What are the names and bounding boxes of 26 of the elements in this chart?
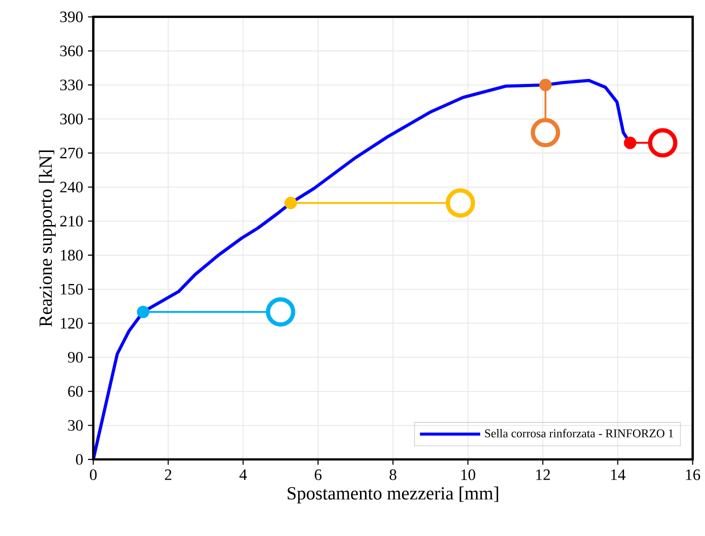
x-axis-title: Spostamento mezzeria [mm] — [288, 486, 498, 504]
x-tick-label: 12 — [536, 469, 550, 480]
x-tick-label: 4 — [239, 469, 247, 480]
y-tick-label: 240 — [60, 182, 83, 193]
y-tick-label: 180 — [60, 250, 83, 261]
y-tick-label: 360 — [60, 46, 83, 56]
y-tick-label: 300 — [60, 114, 83, 124]
y-tick-label: 90 — [68, 352, 83, 363]
x-tick-label: 6 — [314, 469, 322, 480]
text: Sella corrosa rinforzata - RINFORZO 1 — [485, 428, 674, 438]
y-tick-label: 60 — [68, 386, 83, 397]
x-tick-label: 8 — [390, 469, 396, 480]
y-tick-label: 0 — [76, 454, 83, 465]
x-tick-label: 10 — [461, 469, 476, 480]
y-tick-label: 150 — [60, 284, 83, 295]
y-tick-label: 270 — [60, 148, 83, 158]
y-tick-label: 390 — [60, 12, 83, 22]
y-tick-label: 330 — [60, 80, 83, 90]
x-tick-label: 2 — [164, 469, 172, 480]
x-tick-label: 16 — [686, 469, 700, 480]
y-tick-label: 210 — [60, 216, 83, 227]
x-tick-label: 0 — [90, 469, 97, 480]
y-tick-label: 120 — [60, 318, 83, 329]
y-tick-label: 30 — [68, 420, 83, 431]
y-axis-title: Reazione supporto [kN] — [38, 150, 56, 327]
x-tick-label: 14 — [611, 469, 626, 480]
